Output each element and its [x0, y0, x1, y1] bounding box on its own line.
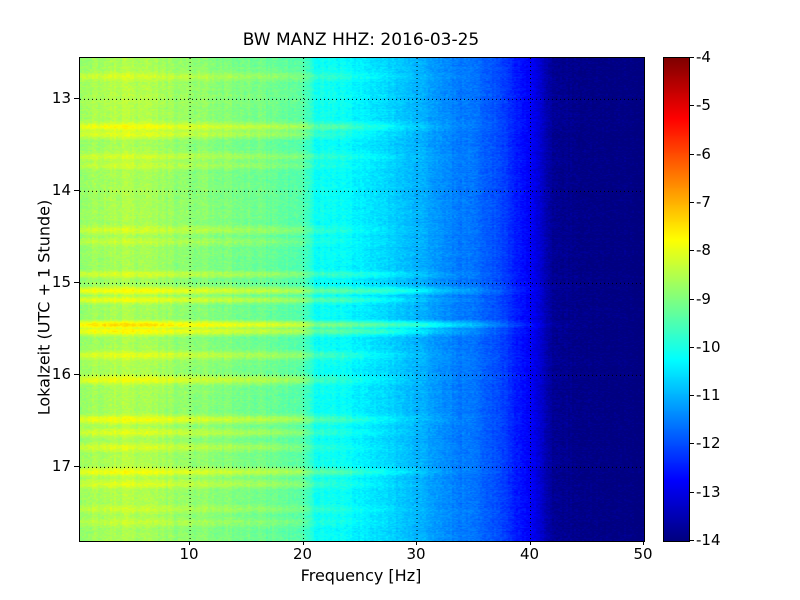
colorbar-tick-label: -13	[696, 482, 721, 501]
y-tick-label: 16	[51, 365, 71, 384]
colorbar	[663, 57, 690, 542]
y-tick-mark	[74, 374, 79, 376]
x-tick-label: 30	[406, 545, 426, 563]
colorbar-tick-mark	[689, 105, 694, 107]
x-tick-mark	[416, 541, 418, 545]
y-tick-mark	[74, 98, 79, 100]
colorbar-tick-label: -11	[696, 386, 721, 405]
x-tick-mark	[189, 541, 191, 545]
x-tick-label: 10	[179, 545, 199, 563]
x-tick-label: 40	[519, 545, 540, 563]
colorbar-tick-label: -4	[696, 48, 711, 66]
y-tick-label: 17	[51, 457, 71, 476]
colorbar-tick-mark	[689, 491, 694, 493]
colorbar-tick-label: -12	[696, 434, 721, 453]
x-tick-mark	[302, 541, 304, 545]
x-tick-mark	[529, 541, 531, 545]
colorbar-tick-label: -8	[696, 241, 711, 260]
x-tick-mark	[643, 541, 644, 545]
x-tick-label: 50	[633, 545, 653, 563]
colorbar-tick-mark	[689, 443, 694, 445]
y-tick-label: 15	[51, 273, 71, 292]
y-tick-mark	[74, 190, 79, 192]
colorbar-tick-label: -14	[696, 531, 721, 549]
colorbar-tick-label: -9	[696, 289, 711, 308]
y-axis-label: Lokalzeit (UTC + 1 Stunde)	[34, 199, 54, 416]
x-tick-label: 20	[293, 545, 313, 563]
colorbar-tick-mark	[689, 201, 694, 203]
colorbar-tick-label: -5	[696, 96, 711, 115]
y-tick-label: 14	[51, 181, 71, 200]
colorbar-tick-mark	[689, 346, 694, 348]
spectrogram-image	[80, 58, 644, 541]
y-tick-mark	[74, 466, 79, 468]
x-axis-label: Frequency [Hz]	[300, 566, 422, 585]
spectrogram-axes	[79, 57, 645, 542]
colorbar-tick-label: -7	[696, 192, 711, 211]
colorbar-tick-label: -6	[696, 144, 711, 163]
colorbar-tick-mark	[689, 153, 694, 155]
colorbar-tick-mark	[689, 395, 694, 397]
y-tick-mark	[74, 282, 79, 284]
colorbar-tick-label: -10	[696, 337, 721, 356]
colorbar-tick-mark	[689, 540, 694, 541]
y-tick-label: 13	[51, 89, 71, 108]
colorbar-tick-mark	[689, 57, 694, 58]
page-title: BW MANZ HHZ: 2016-03-25	[242, 30, 480, 50]
colorbar-gradient	[664, 58, 689, 541]
colorbar-tick-mark	[689, 250, 694, 252]
colorbar-tick-mark	[689, 298, 694, 300]
